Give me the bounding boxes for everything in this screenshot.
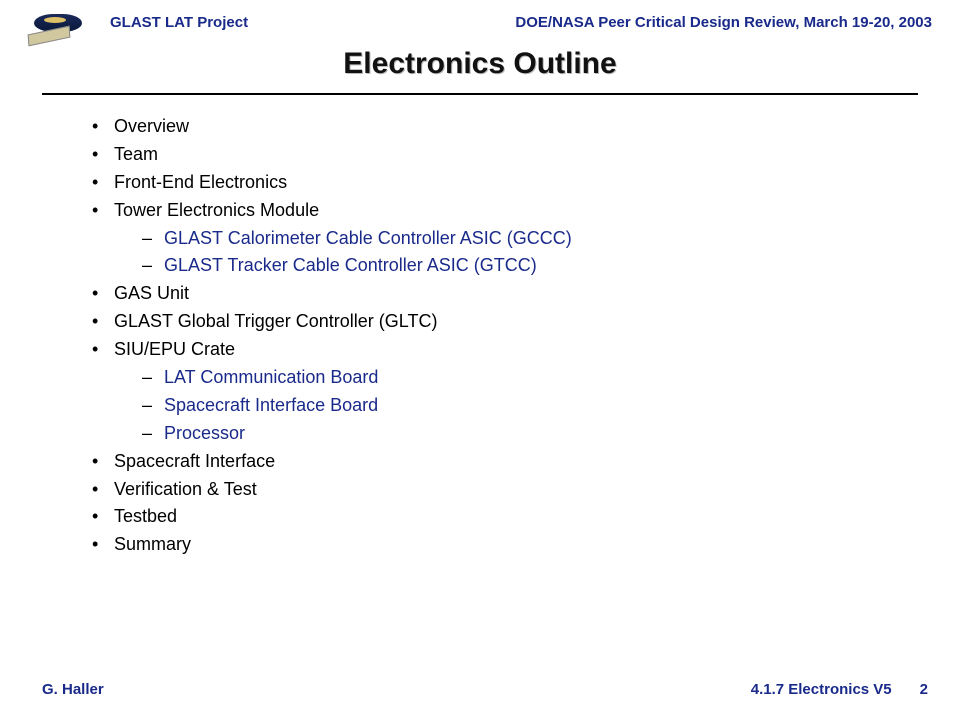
outline-item: Testbed [92,503,960,531]
outline-sublist: GLAST Calorimeter Cable Controller ASIC … [142,225,960,281]
outline-subitem-label: LAT Communication Board [164,367,378,387]
footer-page: 2 [920,681,928,698]
outline-subitem: Spacecraft Interface Board [142,392,960,420]
outline-subitem-label: GLAST Tracker Cable Controller ASIC (GTC… [164,255,537,275]
header-project: GLAST LAT Project [110,14,248,31]
outline-item-label: Team [114,144,158,164]
outline-item-label: Overview [114,116,189,136]
outline-item-label: Front-End Electronics [114,172,287,192]
outline-subitem: GLAST Tracker Cable Controller ASIC (GTC… [142,252,960,280]
outline-item-label: Tower Electronics Module [114,200,319,220]
outline-item-label: SIU/EPU Crate [114,339,235,359]
outline-subitem-label: Processor [164,423,245,443]
outline-subitem: LAT Communication Board [142,364,960,392]
title-rule [42,93,918,95]
outline-content: Overview Team Front-End Electronics Tower E… [92,113,960,559]
outline-item: GLAST Global Trigger Controller (GLTC) [92,308,960,336]
header-review: DOE/NASA Peer Critical Design Review, Ma… [515,14,932,31]
outline-subitem-label: GLAST Calorimeter Cable Controller ASIC … [164,228,572,248]
outline-item: Verification & Test [92,476,960,504]
outline-item: Overview [92,113,960,141]
outline-item: Tower Electronics Module GLAST Calorimete… [92,197,960,281]
outline-item: Summary [92,531,960,559]
outline-item-label: Verification & Test [114,479,257,499]
outline-item: SIU/EPU Crate LAT Communication Board Spac… [92,336,960,448]
slide-footer: G. Haller 4.1.7 Electronics V5 2 [0,681,960,698]
project-logo-icon [28,12,88,54]
outline-subitem-label: Spacecraft Interface Board [164,395,378,415]
outline-list: Overview Team Front-End Electronics Tower E… [92,113,960,559]
outline-item: Spacecraft Interface [92,448,960,476]
footer-author: G. Haller [42,681,104,698]
outline-item-label: Spacecraft Interface [114,451,275,471]
outline-item-label: Testbed [114,506,177,526]
outline-item-label: GLAST Global Trigger Controller (GLTC) [114,311,437,331]
outline-item: GAS Unit [92,280,960,308]
outline-sublist: LAT Communication Board Spacecraft Interf… [142,364,960,448]
outline-subitem: GLAST Calorimeter Cable Controller ASIC … [142,225,960,253]
outline-item: Front-End Electronics [92,169,960,197]
footer-section: 4.1.7 Electronics V5 [751,681,892,698]
outline-item-label: GAS Unit [114,283,189,303]
outline-item-label: Summary [114,534,191,554]
slide-title: Electronics Outline [0,47,960,81]
outline-item: Team [92,141,960,169]
slide-header: GLAST LAT Project DOE/NASA Peer Critical… [0,0,960,31]
outline-subitem: Processor [142,420,960,448]
